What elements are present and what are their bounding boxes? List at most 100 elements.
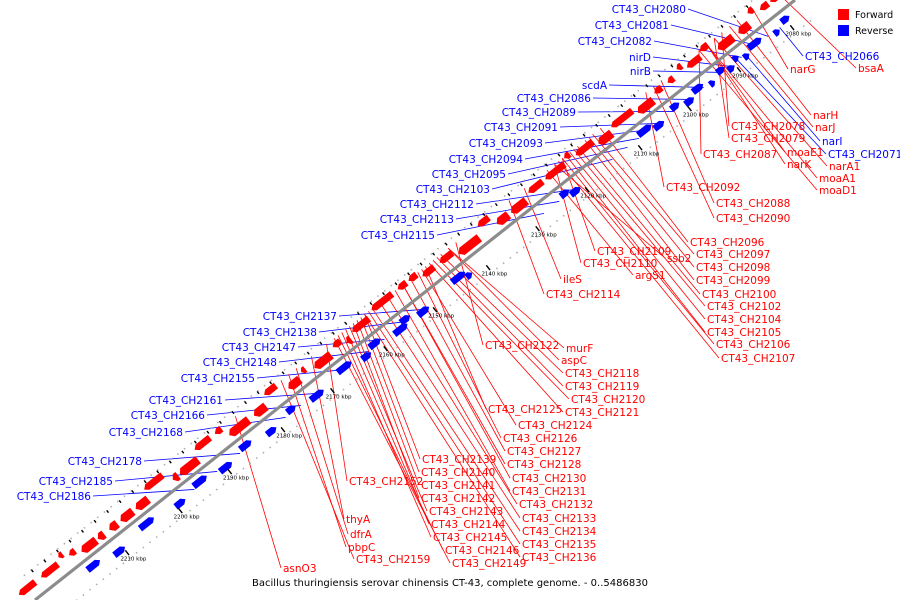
leader-line xyxy=(436,213,545,236)
minor-tick xyxy=(407,272,411,276)
reverse-gene-19 xyxy=(392,323,408,337)
forward-gene-24 xyxy=(397,279,409,290)
minor-tick xyxy=(394,282,398,286)
forward-gene-label: CT43_CH2105 xyxy=(707,327,781,339)
legend-reverse-label: Reverse xyxy=(855,26,893,37)
tick-mark xyxy=(329,387,335,394)
reverse-gene-label: CT43_CH2185 xyxy=(39,476,113,488)
forward-gene-label: CT43_CH2146 xyxy=(445,545,520,557)
minor-tick xyxy=(206,430,210,434)
forward-gene-label: moaA1 xyxy=(819,173,856,185)
reverse-gene-label: CT43_CH2113 xyxy=(380,214,454,226)
forward-gene-3 xyxy=(738,21,753,35)
backbone-line xyxy=(34,0,796,600)
forward-gene-label: CT43_CH2088 xyxy=(716,198,790,210)
leader-line xyxy=(421,269,517,426)
minor-tick xyxy=(595,123,599,127)
forward-gene-48 xyxy=(18,579,38,596)
minor-tick xyxy=(545,163,548,167)
minor-tick xyxy=(720,24,724,28)
minor-tick xyxy=(156,470,160,474)
forward-gene-label: CT43_CH2119 xyxy=(565,381,639,393)
forward-gene-label: CT43_CH2098 xyxy=(696,262,770,274)
leader-line xyxy=(387,296,518,505)
forward-gene-label: CT43_CH2128 xyxy=(507,459,581,471)
leader-line xyxy=(592,97,689,100)
minor-tick xyxy=(369,301,373,306)
reverse-gene-22 xyxy=(335,361,352,376)
leader-line xyxy=(652,70,723,73)
tick-label: 2210 kbp xyxy=(120,557,146,563)
forward-gene-36 xyxy=(194,434,213,451)
minor-tick xyxy=(457,232,461,236)
reverse-gene-label: CT43_CH2094 xyxy=(449,154,524,166)
tick-label: 2150 kbp xyxy=(428,314,454,320)
forward-gene-44 xyxy=(81,536,99,553)
forward-gene-label: CT43_CH2144 xyxy=(431,519,506,531)
forward-gene-28 xyxy=(332,338,343,348)
forward-gene-23 xyxy=(408,271,419,282)
forward-gene-label: narK xyxy=(787,159,812,171)
forward-gene-4 xyxy=(717,33,736,51)
forward-gene-1 xyxy=(759,0,771,11)
tick-label: 2130 kbp xyxy=(531,233,557,239)
leader-line xyxy=(417,272,502,439)
tick-label: 2160 kbp xyxy=(379,353,405,359)
forward-gene-label: CT43_CH2092 xyxy=(666,182,740,194)
forward-gene-43 xyxy=(97,530,107,540)
forward-gene-label: CT43_CH2126 xyxy=(503,433,578,445)
reverse-gene-10 xyxy=(668,102,680,113)
reverse-gene-label: CT43_CH2081 xyxy=(595,20,669,32)
forward-gene-17 xyxy=(511,197,530,214)
forward-gene-label: murF xyxy=(566,343,593,355)
leader-line xyxy=(592,134,695,255)
minor-tick xyxy=(118,499,122,504)
tick-mark xyxy=(687,105,693,112)
forward-gene-label: CT43_CH2131 xyxy=(512,486,586,498)
forward-gene-label: CT43_CH2136 xyxy=(522,552,597,564)
leader-line xyxy=(338,309,423,317)
forward-gene-22 xyxy=(422,264,437,277)
forward-gene-32 xyxy=(264,382,279,396)
minor-tick xyxy=(93,519,97,523)
reverse-gene-label: CT43_CH2115 xyxy=(361,230,435,242)
forward-gene-label: CT43_CH2130 xyxy=(512,473,586,485)
leader-line xyxy=(546,170,634,276)
forward-gene-label: CT43_CH2125 xyxy=(488,404,562,416)
forward-gene-37 xyxy=(179,456,201,476)
forward-gene-label: CT43_CH2139 xyxy=(422,454,496,466)
forward-gene-label: CT43_CH2096 xyxy=(690,237,765,249)
reverse-gene-27 xyxy=(217,461,233,475)
leader-line xyxy=(379,302,521,519)
minor-tick xyxy=(532,173,536,177)
minor-tick xyxy=(381,292,385,296)
forward-gene-47 xyxy=(41,561,60,578)
genome-caption: Bacillus thuringiensis serovar chinensis… xyxy=(252,578,648,589)
leader-line xyxy=(364,314,521,558)
minor-tick xyxy=(494,202,498,207)
forward-gene-label: CT43_CH2079 xyxy=(731,133,805,145)
forward-gene-label: CT43_CH2114 xyxy=(546,289,621,301)
reverse-gene-label: scdA xyxy=(582,80,608,92)
minor-tick xyxy=(444,242,448,246)
forward-gene-label: CT43_CH2134 xyxy=(522,526,597,538)
forward-gene-label: CT43_CH2100 xyxy=(702,289,776,301)
forward-gene-34 xyxy=(229,416,252,437)
forward-gene-25 xyxy=(371,291,395,311)
leader-line xyxy=(561,158,596,252)
reverse-gene-label: CT43_CH2086 xyxy=(517,93,592,105)
minor-tick xyxy=(657,74,661,78)
minor-tick xyxy=(582,133,586,137)
leader-line xyxy=(409,278,506,452)
tick-label: 2190 kbp xyxy=(223,476,249,482)
leader-line xyxy=(559,123,659,128)
forward-gene-0 xyxy=(770,0,779,3)
genome-backbone xyxy=(18,0,812,600)
forward-gene-35 xyxy=(214,425,224,435)
reverse-gene-8 xyxy=(690,83,704,95)
reverse-gene-21 xyxy=(360,352,372,363)
leader-line xyxy=(368,311,521,545)
leader-line xyxy=(523,188,562,280)
tick-label: 2120 kbp xyxy=(580,194,606,200)
